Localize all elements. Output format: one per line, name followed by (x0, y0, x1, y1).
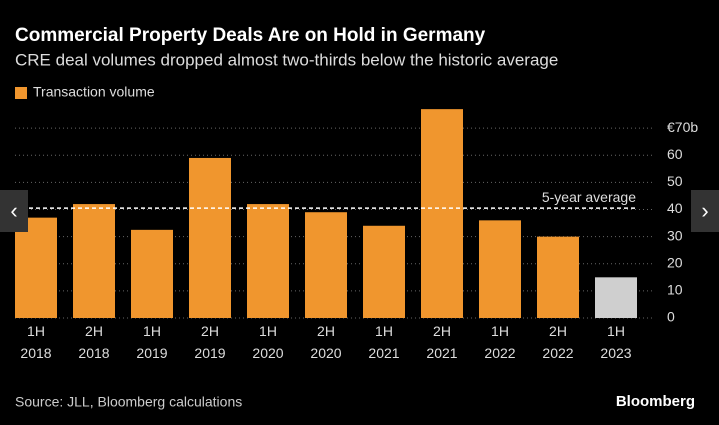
brand: Bloomberg (616, 393, 695, 410)
x-tick-label: 2H 2020 (310, 323, 342, 361)
x-tick-label: 2H 2022 (542, 323, 574, 361)
y-tick-label: 50 (667, 173, 683, 189)
bar (73, 204, 115, 318)
x-tick-label: 2H 2021 (426, 323, 458, 361)
x-tick-label: 2H 2019 (194, 323, 226, 361)
legend-label: Transaction volume (33, 84, 155, 100)
y-tick-label: 20 (667, 254, 683, 270)
reference-label: 5-year average (542, 189, 636, 205)
chart-title: Commercial Property Deals Are on Hold in… (15, 25, 486, 46)
x-tick-label: 1H 2021 (368, 323, 400, 361)
bar (421, 109, 463, 318)
y-tick-label: 40 (667, 200, 683, 216)
source: Source: JLL, Bloomberg calculations (15, 394, 242, 410)
chart-subtitle: CRE deal volumes dropped almost two-thir… (15, 50, 558, 69)
bar (363, 225, 405, 318)
bar (15, 217, 57, 318)
x-tick-label: 1H 2018 (20, 323, 52, 361)
x-tick-label: 1H 2022 (484, 323, 516, 361)
bar (131, 229, 173, 318)
x-tick-label: 1H 2020 (252, 323, 284, 361)
bar (189, 157, 231, 318)
bar (537, 236, 579, 318)
x-tick-label: 1H 2019 (136, 323, 168, 361)
bar (305, 212, 347, 318)
y-tick-label: 30 (667, 227, 683, 243)
bar (595, 277, 637, 318)
y-tick-label: 60 (667, 146, 683, 162)
y-tick-label: €70b (667, 119, 698, 135)
x-tick-label: 2H 2018 (78, 323, 110, 361)
legend-swatch (15, 87, 27, 99)
bar (479, 220, 521, 318)
x-tick-label: 1H 2023 (600, 323, 632, 361)
prev-button[interactable]: ‹ (0, 190, 28, 232)
y-tick-label: 0 (667, 309, 675, 325)
y-tick-label: 10 (667, 282, 683, 298)
next-button[interactable]: › (691, 190, 719, 232)
bar (247, 204, 289, 318)
